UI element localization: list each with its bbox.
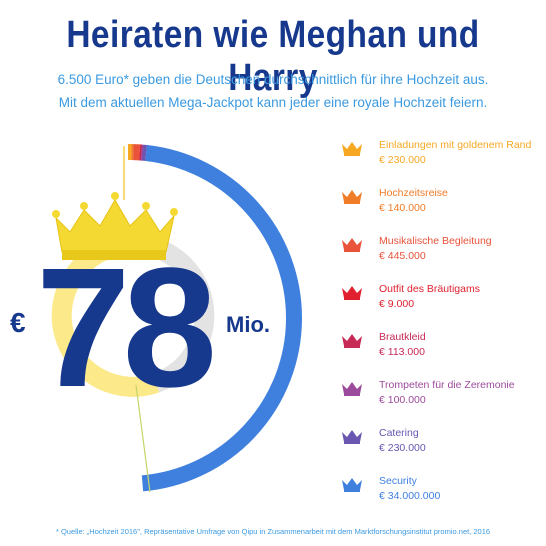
crown-icon (342, 286, 362, 300)
footnote: * Quelle: „Hochzeit 2016", Repräsentativ… (55, 527, 491, 536)
legend-label: Catering (379, 427, 419, 439)
legend-label: Brautkleid (379, 331, 426, 343)
legend-label: Outfit des Bräutigams (379, 283, 480, 295)
jackpot-currency: € (10, 307, 26, 338)
legend-value: € 230.000 (379, 442, 426, 454)
subtitle-line-1: 6.500 Euro* geben die Deutschen durchsch… (57, 72, 489, 87)
jackpot-number: 78 (36, 233, 213, 423)
legend-value: € 113.000 (379, 346, 425, 358)
legend-value: € 9.000 (379, 298, 415, 310)
crown-icon (342, 382, 362, 396)
legend-label: Trompeten für die Zeremonie (379, 379, 515, 391)
crown-icon (342, 478, 362, 492)
page-title: Heiraten wie Meghan und Harry (66, 14, 480, 99)
legend-value: € 230.000 (379, 154, 426, 166)
legend-label: Einladungen mit goldenem Rand (379, 139, 532, 151)
pointer-line-bottom (135, 384, 151, 493)
outer-ring-segment (141, 145, 302, 492)
legend-label: Hochzeitsreise (379, 187, 448, 199)
legend-label: Security (379, 475, 417, 487)
legend-value: € 100.000 (379, 394, 426, 406)
legend-label: Musikalische Begleitung (379, 235, 492, 247)
crown-icon (52, 192, 178, 260)
outer-ring (127, 144, 302, 492)
crown-icon (342, 238, 362, 252)
crown-icon (342, 334, 362, 348)
crown-icon (342, 190, 362, 204)
subtitle-line-2: Mit dem aktuellen Mega-Jackpot kann jede… (58, 95, 488, 110)
legend-value: € 140.000 (379, 202, 426, 214)
jackpot-unit: Mio. (226, 312, 270, 337)
legend-value: € 34.000.000 (379, 490, 441, 502)
crown-icon (342, 142, 362, 156)
inner-ring-yellow (51, 238, 160, 397)
crown-icon (342, 430, 362, 444)
legend-value: € 445.000 (379, 250, 426, 262)
